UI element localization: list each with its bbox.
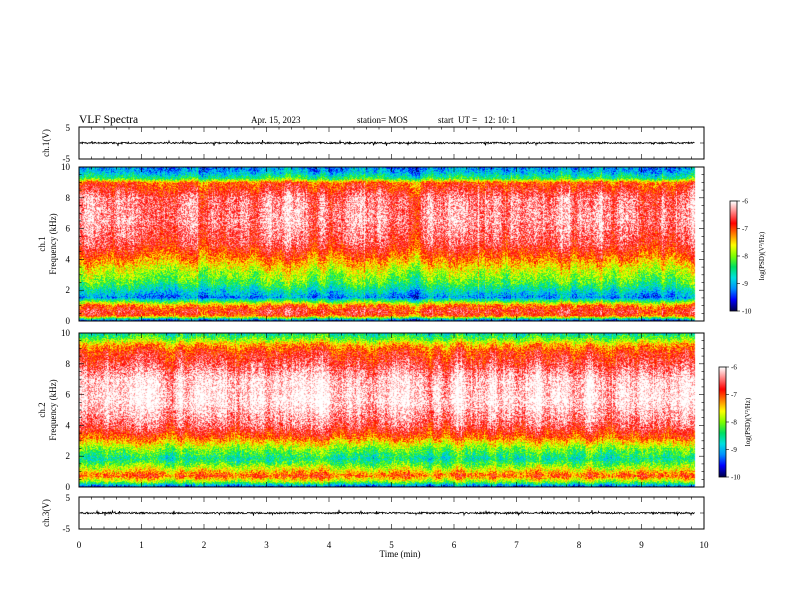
ch1-spectrogram-ylabel-frequency: Frequency (kHz) [48, 213, 58, 274]
colorbar-tick-label: -8 [731, 419, 737, 427]
x-axis-tick-labels: 0 1 2 3 4 5 6 7 8 9 10 [77, 540, 709, 550]
colorbar-tick-label: -7 [742, 225, 748, 233]
ch1-spectrogram-ytick-labels: 0 2 4 6 8 10 [61, 162, 71, 326]
colorbar-tick-label: -9 [731, 446, 737, 454]
x-tick-label: 5 [389, 540, 394, 550]
x-tick-label: 8 [577, 540, 582, 550]
ch2-spectrogram-ticks [78, 332, 705, 488]
header-date: Apr. 15, 2023 [251, 115, 301, 125]
colorbar-tick-label: -10 [731, 474, 741, 482]
ch2-spectrogram-panel: 0 2 4 6 8 10 ch.2 Frequency (kHz) -6 -7 -8 -9 -10… [37, 328, 752, 492]
colorbar-tick-label: -6 [731, 364, 737, 372]
ch1-colorbar-image-holder [730, 201, 737, 311]
ch2-colorbar: -6 -7 -8 -9 -10 log(PSD)(V²/Hz) [718, 364, 752, 482]
ch3-waveform-trace [79, 509, 695, 517]
ch3-ytick-top: 5 [66, 493, 71, 503]
x-tick-label: 9 [639, 540, 644, 550]
ch1-waveform-ylabel: ch.1(V) [41, 129, 51, 157]
ch1-colorbar-image [730, 201, 737, 311]
x-axis-label: Time (min) [380, 549, 421, 559]
ch2-colorbar-ticks: -6 -7 -8 -9 -10 [726, 364, 741, 482]
y-tick-label: 10 [61, 162, 71, 172]
ch1-waveform-panel: 5 -5 ch.1(V) [41, 123, 705, 164]
ch3-waveform-ylabel: ch.3(V) [41, 499, 51, 527]
ch1-ytick-top: 5 [66, 123, 71, 133]
colorbar-tick-label: -8 [742, 253, 748, 261]
ch3-waveform-ticks [78, 496, 705, 530]
y-tick-label: 10 [61, 328, 71, 338]
y-tick-label: 2 [66, 451, 71, 461]
ch2-spectrogram-ytick-labels: 0 2 4 6 8 10 [61, 328, 71, 492]
colorbar-tick-label: -6 [742, 198, 748, 206]
y-tick-label: 8 [66, 359, 71, 369]
header-start-ut: start UT = 12: 10: 1 [438, 115, 516, 125]
ch3-ytick-bottom: -5 [63, 524, 71, 534]
ch2-colorbar-label: log(PSD)(V²/Hz) [744, 397, 752, 446]
ch1-colorbar: -6 -7 -8 -9 -10 log(PSD)(V²/Hz) [729, 198, 766, 316]
colorbar-tick-label: -7 [731, 391, 737, 399]
y-tick-label: 2 [66, 285, 71, 295]
x-tick-label: 3 [264, 540, 269, 550]
y-tick-label: 0 [66, 316, 71, 326]
ch1-spectrogram-image [79, 167, 704, 321]
ch2-spectrogram-ylabel-channel: ch.2 [37, 402, 47, 417]
y-tick-label: 8 [66, 193, 71, 203]
x-tick-label: 2 [202, 540, 207, 550]
y-tick-label: 4 [66, 420, 71, 430]
y-tick-label: 0 [66, 482, 71, 492]
ch1-colorbar-label: log(PSD)(V²/Hz) [758, 231, 766, 280]
ch1-waveform-trace [79, 139, 695, 147]
ch1-ytick-bottom: -5 [63, 154, 71, 164]
ch1-spectrogram-panel: 0 2 4 6 8 10 ch.1 Frequency (kHz) -6 -7 -8 -9 -10… [37, 162, 766, 326]
ch1-spectrogram-image-holder [79, 167, 704, 321]
x-tick-label: 4 [327, 540, 332, 550]
ch1-waveform-ticks [78, 126, 705, 160]
ch2-spectrogram-image [79, 333, 704, 487]
ch2-spectrogram-ylabel-frequency: Frequency (kHz) [48, 379, 58, 440]
ch2-spectrogram-image-holder [79, 333, 704, 487]
ch2-colorbar-image-holder [719, 367, 726, 477]
ch1-colorbar-ticks: -6 -7 -8 -9 -10 [737, 198, 752, 316]
x-tick-label: 10 [700, 540, 710, 550]
x-tick-label: 0 [77, 540, 82, 550]
ch2-colorbar-image [719, 367, 726, 477]
header-station: station= MOS [357, 115, 408, 125]
colorbar-tick-label: -10 [742, 308, 752, 316]
figure-title: VLF Spectra [79, 114, 138, 126]
ch1-spectrogram-ticks [78, 166, 705, 322]
x-tick-label: 7 [514, 540, 519, 550]
x-tick-label: 1 [139, 540, 144, 550]
y-tick-label: 4 [66, 254, 71, 264]
y-tick-label: 6 [66, 390, 71, 400]
y-tick-label: 6 [66, 224, 71, 234]
x-tick-label: 6 [452, 540, 457, 550]
ch3-waveform-panel: 5 -5 ch.3(V) [41, 493, 705, 534]
ch1-spectrogram-ylabel-channel: ch.1 [37, 236, 47, 251]
colorbar-tick-label: -9 [742, 280, 748, 288]
